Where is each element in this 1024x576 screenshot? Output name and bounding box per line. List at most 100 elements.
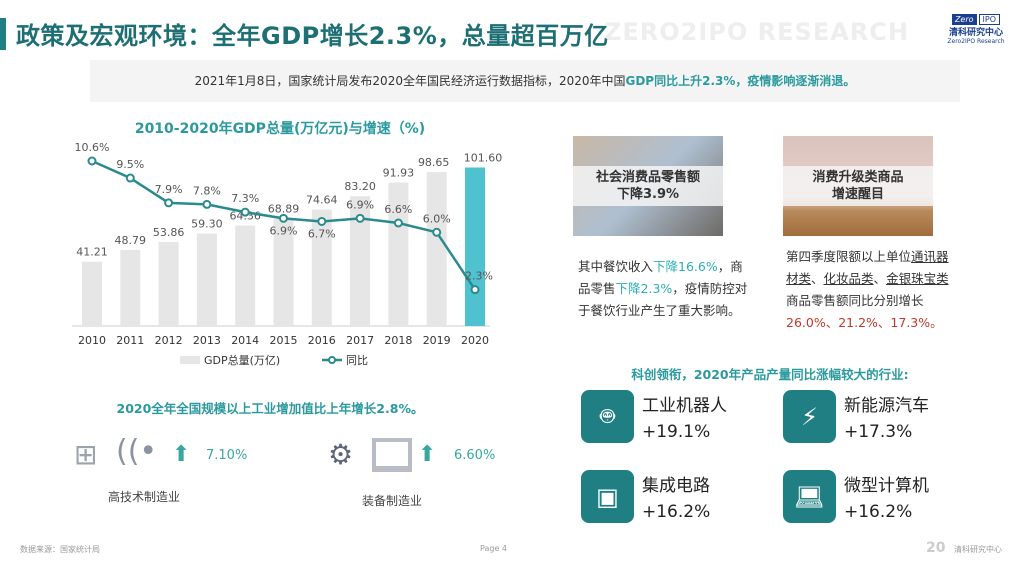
x-tick-label: 2015 xyxy=(270,334,298,347)
product-robot: 🤖︎ 工业机器人 +19.1% xyxy=(581,390,727,443)
hightech-value: 7.10% xyxy=(206,448,248,463)
product-pc: 💻︎ 微型计算机 +16.2% xyxy=(783,470,929,523)
x-tick-label: 2014 xyxy=(231,334,259,347)
x-tick-label: 2012 xyxy=(155,334,183,347)
chip-icon: ▣ xyxy=(581,470,634,523)
bar-label: 68.89 xyxy=(268,203,300,216)
growth-label: 6.9% xyxy=(270,224,298,237)
bar-label: 74.64 xyxy=(306,194,338,207)
equipment-value: 6.60% xyxy=(454,448,496,463)
lightning-icon: ⚡︎ xyxy=(783,390,836,443)
title-accent-bar xyxy=(0,18,6,50)
bar-label: 41.21 xyxy=(76,246,108,259)
growth-label: 7.9% xyxy=(155,183,183,196)
growth-label: 7.3% xyxy=(231,192,259,205)
arrow-up-icon: ⬆ xyxy=(418,442,437,467)
card-caption-line1: 社会消费品零售额 xyxy=(595,170,700,185)
bar-2015 xyxy=(273,218,294,326)
bar-label: 91.93 xyxy=(383,167,415,180)
products-title: 科创领衔，2020年产品产量同比涨幅较大的行业: xyxy=(631,367,909,382)
growth-label: 2.3% xyxy=(465,270,493,283)
robot-icon: 🤖︎ xyxy=(581,390,634,443)
gdp-chart: 41.21201048.79201153.86201259.30201364.3… xyxy=(72,141,502,367)
equipment-label: 装备制造业 xyxy=(362,494,423,508)
bar-2014 xyxy=(235,225,256,326)
x-tick-label: 2011 xyxy=(116,334,144,347)
growth-point xyxy=(393,218,403,228)
growth-label: 6.7% xyxy=(308,227,336,240)
growth-point xyxy=(202,199,212,209)
growth-label: 6.0% xyxy=(423,212,451,225)
brand-mark: 20 xyxy=(926,540,946,556)
wifi-icon: ((• xyxy=(116,434,158,469)
page-title: 政策及宏观环境：全年GDP增长2.3%，总量超百万亿 xyxy=(16,16,609,51)
logo-left: Zero xyxy=(951,14,977,25)
laptop-icon: 💻︎ xyxy=(783,470,836,523)
growth-point xyxy=(470,285,480,295)
bar-2010 xyxy=(82,261,102,326)
card-caption-line1: 消费升级类商品 xyxy=(812,170,904,185)
growth-point xyxy=(432,227,442,237)
x-tick-label: 2019 xyxy=(423,334,451,347)
data-source: 数据来源：国家统计局 xyxy=(20,545,100,554)
bar-label: 48.79 xyxy=(115,234,147,247)
bar-2017 xyxy=(350,196,371,326)
legend-bar-label: GDP总量(万亿) xyxy=(204,353,280,367)
banner-highlight: GDP同比上升2.3%，疫情影响逐渐消退。 xyxy=(625,74,856,88)
logo-en: Zero2IPO Research xyxy=(947,38,1005,45)
growth-point xyxy=(87,156,97,166)
bar-2016 xyxy=(311,209,332,326)
title-main: 全年GDP增长2.3%，总量超百万亿 xyxy=(212,22,609,50)
card-retail-image: 社会消费品零售额 下降3.9% xyxy=(573,136,723,236)
growth-label: 10.6% xyxy=(75,141,110,154)
growth-point xyxy=(240,207,250,217)
banner-text: 2021年1月8日，国家统计局发布2020全年国民经济运行数据指标，2020年中… xyxy=(194,74,626,88)
legend-line-label: 同比 xyxy=(346,354,368,367)
product-nev: ⚡︎ 新能源汽车 +17.3% xyxy=(783,390,929,443)
bar-label: 83.20 xyxy=(344,180,376,193)
logo-cn: 清科研究中心 xyxy=(948,28,1003,38)
bar-2020 xyxy=(465,167,485,326)
card-caption-line2: 下降3.9% xyxy=(616,187,680,202)
robot-arm-icon: ⚙ xyxy=(328,438,354,471)
growth-point xyxy=(125,173,135,183)
summary-banner: 2021年1月8日，国家统计局发布2020全年国民经济运行数据指标，2020年中… xyxy=(90,60,960,102)
growth-label: 9.5% xyxy=(116,158,144,171)
bar-label: 53.86 xyxy=(153,226,185,239)
x-tick-label: 2013 xyxy=(193,334,221,347)
chart-title: 2010-2020年GDP总量(万亿元)与增速（%) xyxy=(134,121,426,137)
arrow-up-icon: ⬆ xyxy=(172,442,191,467)
retail-description: 其中餐饮收入下降16.6%，商品零售下降2.3%，疫情防控对于餐饮行业产生了重大… xyxy=(578,259,748,318)
growth-point xyxy=(164,198,174,208)
growth-label: 6.6% xyxy=(384,203,412,216)
hightech-label: 高技术制造业 xyxy=(108,490,181,504)
watermark: ZERO2IPO RESEARCH xyxy=(604,18,909,46)
legend-line-marker xyxy=(328,356,336,364)
card-upgrade-image: 消费升级类商品 增速醒目 xyxy=(783,136,933,236)
bar-2019 xyxy=(426,172,447,326)
growth-label: 7.8% xyxy=(193,184,221,197)
x-tick-label: 2016 xyxy=(308,334,336,347)
legend-bar-swatch xyxy=(180,356,200,364)
product-ic: ▣ 集成电路 +16.2% xyxy=(581,470,710,523)
x-tick-label: 2018 xyxy=(384,334,412,347)
logo-right: IPO xyxy=(978,14,1001,25)
industry-title: 2020全年全国规模以上工业增加值比上年增长2.8%。 xyxy=(116,401,424,416)
bar-label: 59.30 xyxy=(191,217,223,230)
x-tick-label: 2010 xyxy=(78,334,106,347)
bar-2012 xyxy=(158,241,179,326)
x-tick-label: 2020 xyxy=(461,334,489,347)
bar-label: 98.65 xyxy=(418,156,450,169)
machine-icon xyxy=(372,438,412,472)
page-number: Page 4 xyxy=(480,544,508,553)
network-icon: ⊞ xyxy=(74,438,98,471)
bar-2011 xyxy=(120,249,141,326)
upgrade-description: 第四季度限额以上单位通讯器材类、化妆品类、金银珠宝类 商品零售额同比分别增长 26.… xyxy=(786,249,949,330)
bar-2013 xyxy=(196,233,217,326)
growth-label: 6.9% xyxy=(346,198,374,211)
growth-point xyxy=(355,213,365,223)
growth-point xyxy=(279,213,288,223)
footer-brand: 清科研究中心 xyxy=(954,545,1002,554)
logo: Zero IPO 清科研究中心 Zero2IPO Research xyxy=(942,14,1010,45)
title-prefix: 政策及宏观环境： xyxy=(16,22,212,50)
